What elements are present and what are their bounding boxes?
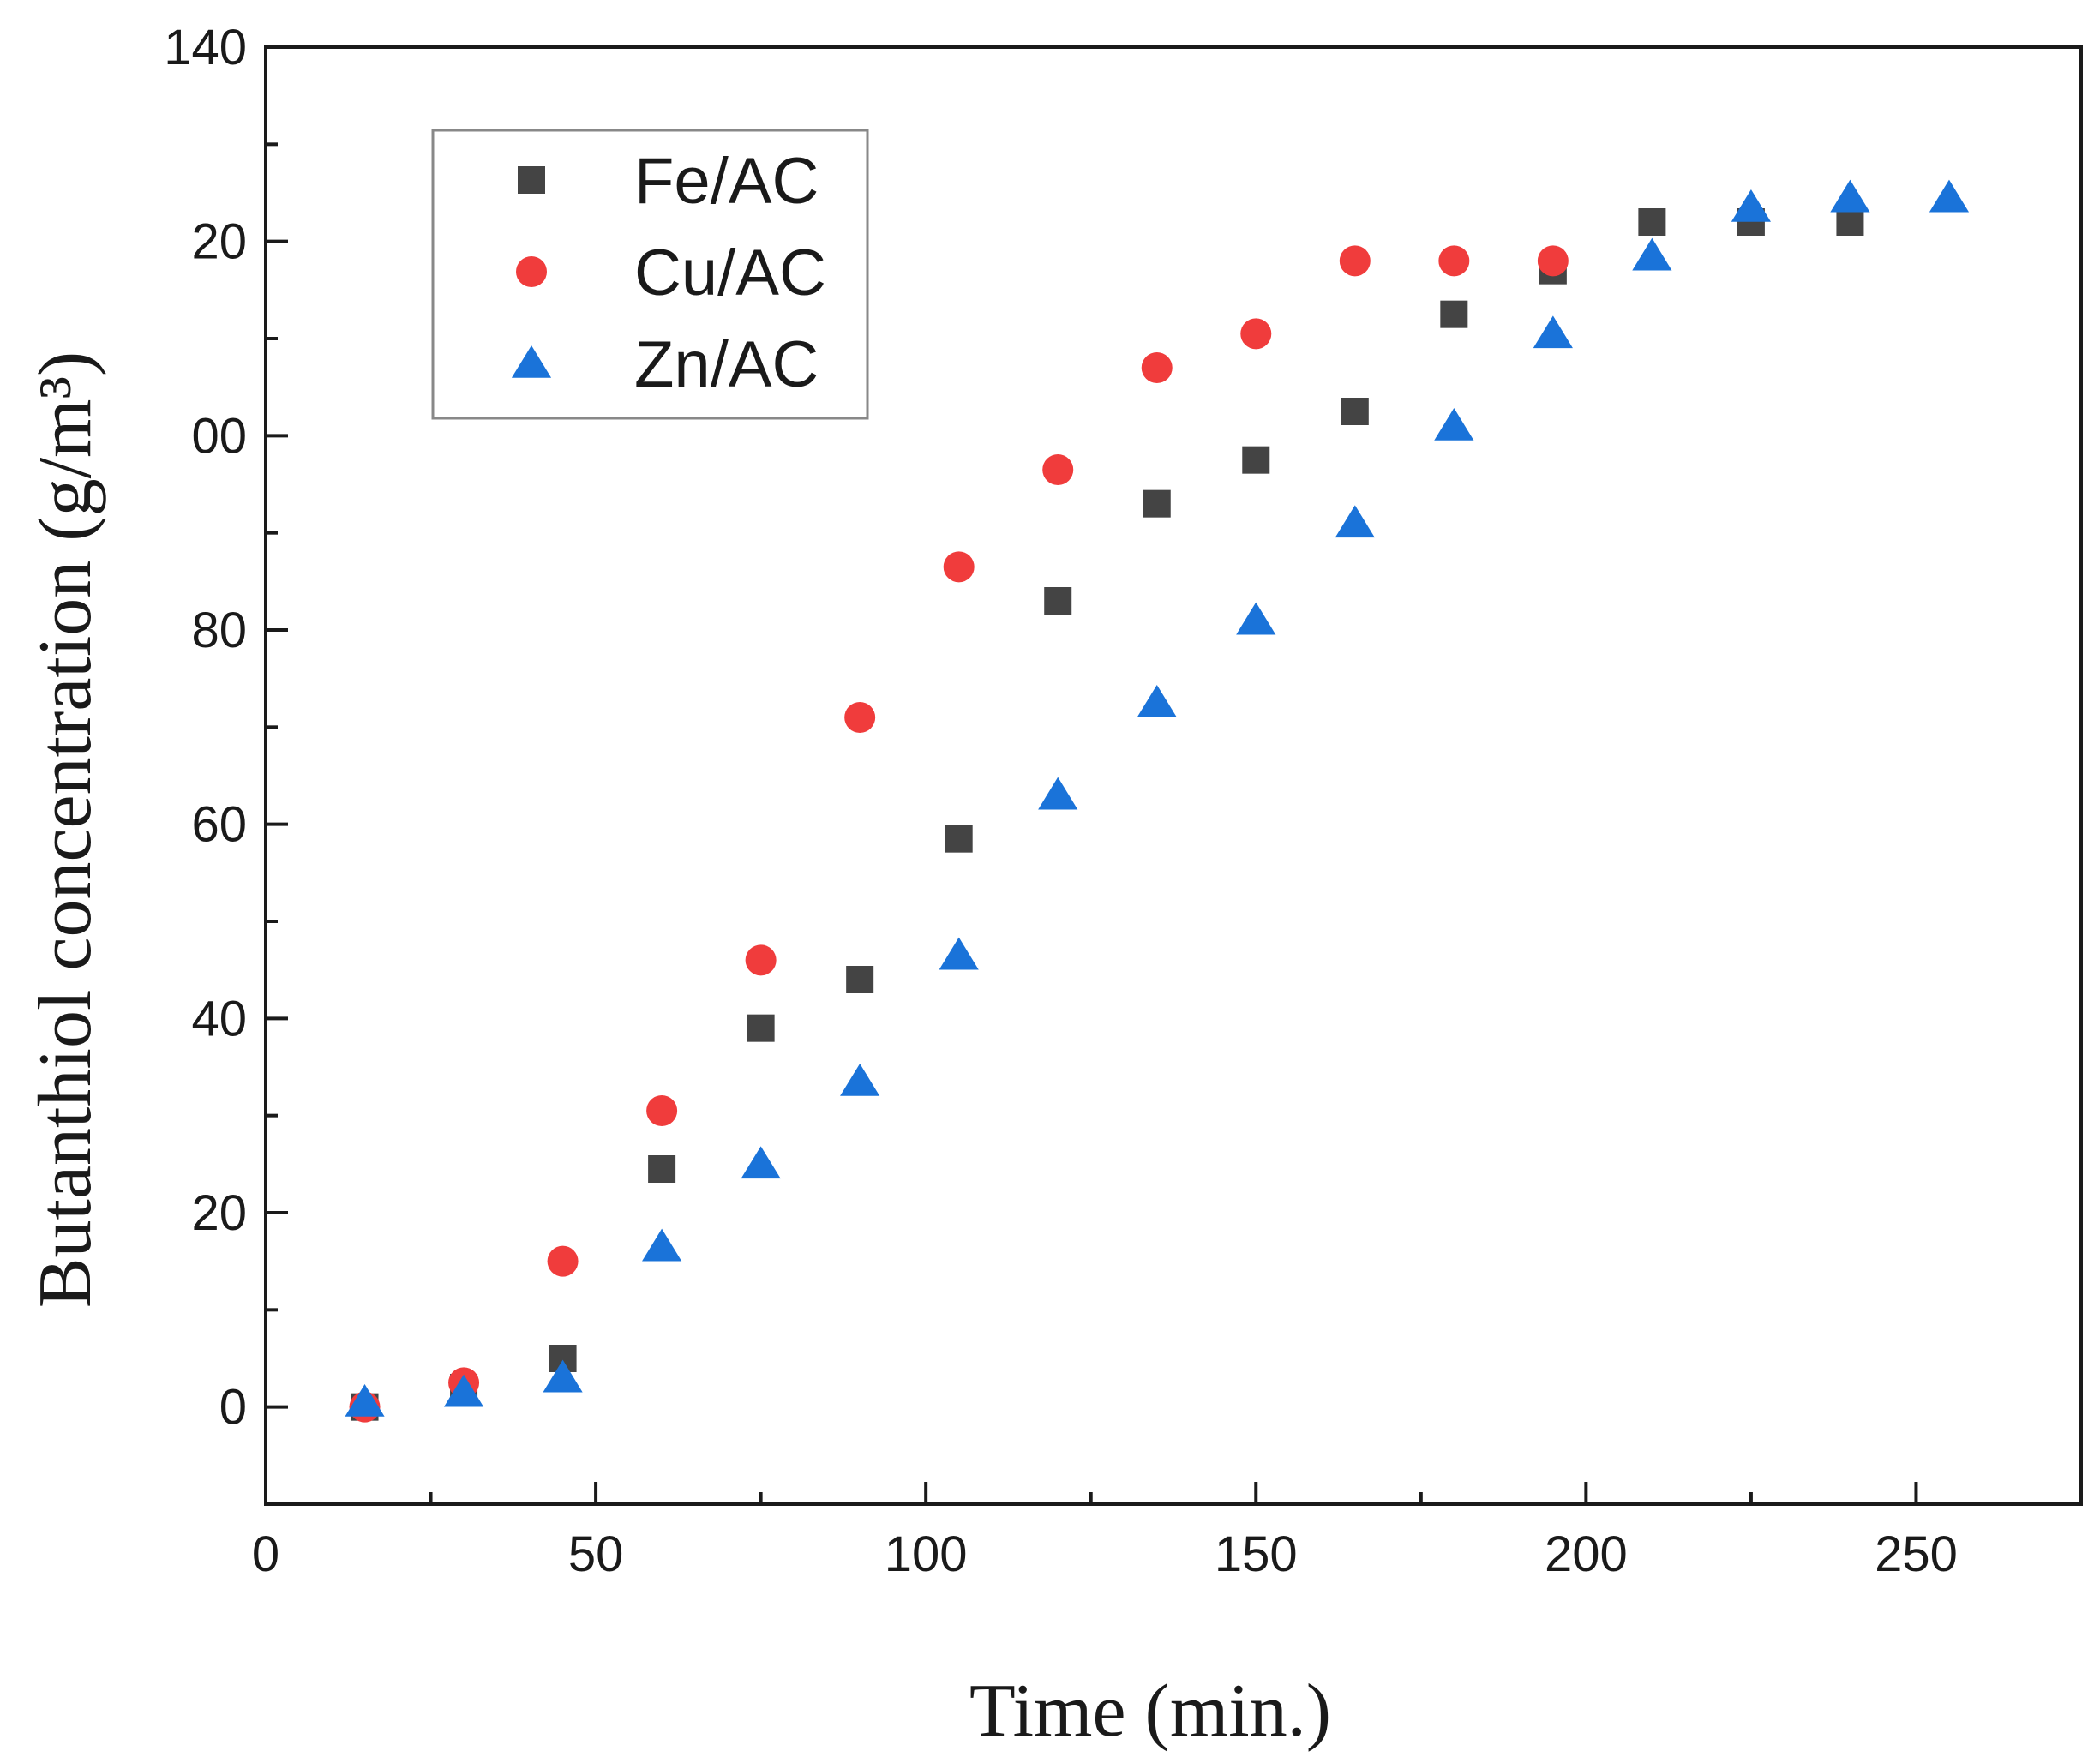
data-point-square <box>1836 208 1864 236</box>
data-point-circle <box>1537 245 1569 277</box>
y-tick-label: 0 <box>219 1380 247 1436</box>
data-point-triangle <box>443 1374 484 1407</box>
data-point-triangle <box>1038 777 1078 810</box>
data-point-circle <box>1042 454 1074 485</box>
data-point-triangle <box>1137 685 1177 717</box>
x-tick-label: 100 <box>885 1526 968 1582</box>
data-point-square <box>1044 587 1072 615</box>
x-axis-label: Time (min.) <box>969 1670 1331 1753</box>
data-point-square <box>945 825 973 853</box>
axes <box>264 45 2083 1506</box>
legend-marker-circle <box>516 256 547 287</box>
x-axis-ticks: 0 50 100 150 200 250 <box>252 1482 2083 1582</box>
data-point-triangle <box>939 937 979 970</box>
data-point-triangle <box>1731 189 1772 222</box>
data-point-circle <box>943 551 975 583</box>
legend-marker-square <box>518 166 545 194</box>
data-point-square <box>1638 208 1666 236</box>
legend-label: Zn/AC <box>634 328 819 401</box>
data-point-triangle <box>840 1064 880 1096</box>
data-point-triangle <box>1632 237 1672 271</box>
data-point-circle <box>646 1095 678 1126</box>
data-point-square <box>747 1014 775 1042</box>
x-tick-label: 150 <box>1215 1526 1298 1582</box>
legend-marker-triangle <box>511 345 552 378</box>
data-point-triangle <box>1236 602 1276 635</box>
y-tick-label: 80 <box>191 603 247 658</box>
y-tick-label: 140 <box>164 20 247 75</box>
x-tick-label: 250 <box>1875 1526 1958 1582</box>
data-point-square <box>1143 489 1171 518</box>
data-point-circle <box>1240 318 1272 350</box>
legend: Fe/AC Cu/AC Zn/AC <box>431 129 869 420</box>
y-tick-label: 40 <box>191 991 247 1046</box>
y-axis-label: Butanthiol concentration (g/m³) <box>24 351 107 1308</box>
data-point-circle <box>547 1245 579 1277</box>
data-points <box>345 179 1970 1423</box>
plot-frame <box>264 45 2083 1506</box>
data-point-circle <box>745 944 777 976</box>
data-point-triangle <box>642 1228 682 1262</box>
data-point-triangle <box>1929 179 1970 213</box>
data-point-circle <box>1141 352 1173 383</box>
legend-label: Fe/AC <box>634 145 819 218</box>
y-tick-label: 20 <box>191 214 247 270</box>
x-tick-label: 200 <box>1545 1526 1628 1582</box>
data-point-square <box>846 966 874 993</box>
data-point-square <box>648 1155 676 1183</box>
y-axis-ticks: 0 20 40 60 80 00 20 140 <box>164 20 288 1506</box>
data-point-circle <box>1339 245 1371 277</box>
data-point-square <box>1341 398 1369 425</box>
legend-box <box>431 129 869 420</box>
x-tick-label: 50 <box>568 1526 624 1582</box>
data-point-triangle <box>741 1146 781 1179</box>
data-point-triangle <box>1335 505 1375 538</box>
series-zn-ac <box>345 179 1970 1417</box>
y-tick-label: 60 <box>191 797 247 853</box>
x-tick-label: 0 <box>252 1526 279 1582</box>
data-point-triangle <box>1434 408 1474 441</box>
data-point-square <box>1440 300 1468 328</box>
y-tick-label: 20 <box>191 1185 247 1241</box>
data-point-triangle <box>345 1384 385 1417</box>
y-tick-label: 00 <box>191 408 247 464</box>
series-cu-ac <box>349 245 1569 1423</box>
data-point-square <box>1242 446 1270 474</box>
legend-label: Cu/AC <box>634 237 826 309</box>
data-point-circle <box>844 702 876 733</box>
data-point-triangle <box>543 1359 583 1393</box>
data-point-triangle <box>1533 315 1573 349</box>
data-point-triangle <box>1830 179 1870 213</box>
data-point-circle <box>1438 245 1470 277</box>
